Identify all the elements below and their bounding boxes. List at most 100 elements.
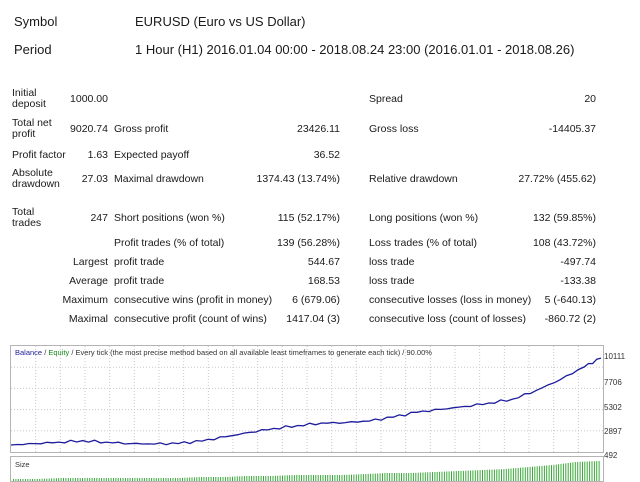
size-bar xyxy=(279,475,281,481)
size-bar xyxy=(329,475,331,481)
profit-trades-value: 139 (56.28%) xyxy=(276,237,340,249)
initial-deposit-value: 1000.00 xyxy=(70,93,108,105)
relative-drawdown-label: Relative drawdown xyxy=(369,173,458,185)
size-bar xyxy=(20,479,22,481)
legend-equity: Equity xyxy=(48,348,70,357)
size-bar xyxy=(384,473,386,481)
max-consec-wins-label: consecutive wins (profit in money) xyxy=(114,294,273,306)
average-loss-value: -133.38 xyxy=(560,275,596,287)
size-bar xyxy=(527,467,529,481)
spread-label: Spread xyxy=(369,93,403,105)
size-bar xyxy=(251,476,253,481)
size-bar xyxy=(412,472,414,481)
size-bar xyxy=(401,473,402,481)
period-value: 1 Hour (H1) 2016.01.04 00:00 - 2018.08.2… xyxy=(135,42,575,57)
legend-balance: Balance xyxy=(15,348,43,357)
size-bar xyxy=(351,474,352,481)
size-panel: Size xyxy=(10,456,604,482)
chart-legend: Balance / Equity / Every tick (the most … xyxy=(15,348,432,357)
size-bar xyxy=(253,476,255,481)
size-bar xyxy=(517,467,519,481)
average-loss-label: loss trade xyxy=(369,275,415,287)
size-bar xyxy=(277,475,279,481)
size-bar xyxy=(182,477,183,481)
size-bar xyxy=(265,476,267,481)
size-bar xyxy=(220,477,222,481)
maximal-consec-loss-label: consecutive loss (count of losses) xyxy=(369,313,526,325)
maximal-label: Maximal xyxy=(68,313,108,325)
size-bar xyxy=(310,475,312,481)
size-bar xyxy=(348,474,350,481)
long-positions-label: Long positions (won %) xyxy=(369,212,479,224)
size-bar xyxy=(241,476,243,481)
size-bar xyxy=(551,465,552,481)
size-bar xyxy=(203,477,205,481)
size-bar xyxy=(536,466,538,481)
total-net-profit-label: Total net profit xyxy=(12,117,52,140)
size-bar xyxy=(598,461,600,481)
size-bar xyxy=(34,479,36,481)
size-bar xyxy=(186,477,188,481)
size-bar xyxy=(179,477,181,481)
size-bar xyxy=(586,461,588,481)
max-consec-losses-value: 5 (-640.13) xyxy=(544,294,596,306)
size-bar xyxy=(455,471,457,481)
size-bar xyxy=(458,471,460,481)
size-bar xyxy=(282,475,283,481)
size-bar xyxy=(320,475,322,481)
average-label: Average xyxy=(69,275,108,287)
size-bar xyxy=(327,475,329,481)
size-bar xyxy=(508,468,510,481)
balance-chart-svg xyxy=(11,346,603,452)
size-bar xyxy=(429,472,431,481)
size-bar xyxy=(234,476,236,481)
size-bar xyxy=(443,471,445,481)
size-bar xyxy=(267,476,269,481)
size-bar xyxy=(193,477,195,481)
size-bar xyxy=(272,475,274,481)
size-bar xyxy=(196,477,198,481)
size-bar xyxy=(446,471,448,481)
size-bar xyxy=(582,461,583,481)
balance-series-line xyxy=(11,357,602,446)
size-bar xyxy=(553,464,555,481)
size-bar xyxy=(474,470,476,481)
maximal-consec-profit-value: 1417.04 (3) xyxy=(286,313,340,325)
size-bar xyxy=(415,472,417,481)
profit-factor-label: Profit factor xyxy=(12,149,66,161)
size-bar xyxy=(439,471,441,481)
size-bar xyxy=(372,473,374,481)
size-bar xyxy=(289,475,291,481)
size-bar xyxy=(36,479,38,481)
gross-profit-label: Gross profit xyxy=(114,123,169,135)
expected-payoff-value: 36.52 xyxy=(313,149,340,161)
size-bar xyxy=(293,475,295,481)
size-bar xyxy=(222,477,224,481)
size-bar xyxy=(467,470,469,481)
size-bar xyxy=(555,464,557,481)
largest-loss-value: -497.74 xyxy=(560,256,596,268)
size-bar xyxy=(479,470,481,481)
size-bar xyxy=(374,473,376,481)
size-bar xyxy=(579,461,581,481)
size-bar xyxy=(208,477,210,481)
loss-trades-value: 108 (43.72%) xyxy=(532,237,596,249)
legend-description: / Every tick (the most precise method ba… xyxy=(69,348,432,357)
size-bar xyxy=(558,464,560,481)
size-bar xyxy=(201,477,203,481)
period-label: Period xyxy=(14,42,52,57)
size-bar xyxy=(365,474,367,481)
size-bar xyxy=(486,469,488,481)
largest-profit-value: 544.67 xyxy=(307,256,340,268)
size-bar xyxy=(453,471,455,481)
size-bar xyxy=(305,475,307,481)
size-bar xyxy=(270,476,272,481)
expected-payoff-label: Expected payoff xyxy=(114,149,190,161)
size-bar xyxy=(498,469,500,481)
size-bar xyxy=(246,476,248,481)
size-bar xyxy=(215,477,217,481)
size-bar xyxy=(596,461,598,481)
size-bar xyxy=(205,477,207,481)
maximal-consec-loss-value: -860.72 (2) xyxy=(544,313,596,325)
profit-factor-value: 1.63 xyxy=(87,149,108,161)
